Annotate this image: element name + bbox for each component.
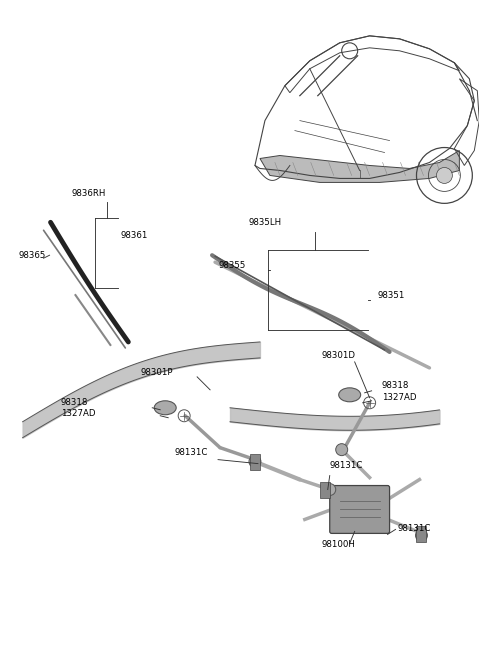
Text: 1327AD: 1327AD [382,393,416,402]
Ellipse shape [154,401,176,415]
Text: 98365: 98365 [19,251,46,260]
Polygon shape [320,482,330,497]
Ellipse shape [339,388,360,402]
Polygon shape [417,526,426,543]
Text: 98131C: 98131C [397,524,431,533]
Text: 98361: 98361 [120,231,148,240]
FancyBboxPatch shape [330,486,390,533]
Polygon shape [250,453,260,470]
Text: 98301P: 98301P [140,368,173,377]
Text: 98100H: 98100H [322,540,356,549]
Circle shape [416,530,428,541]
Text: 98351: 98351 [378,291,405,300]
Text: 98355: 98355 [218,261,245,270]
Polygon shape [260,150,459,183]
Text: 98131C: 98131C [174,447,207,457]
Circle shape [436,168,452,183]
Text: 98131C: 98131C [330,461,363,470]
Text: 9835LH: 9835LH [248,218,281,227]
Text: 98301D: 98301D [322,351,356,360]
Circle shape [324,484,336,495]
Text: 98318: 98318 [60,397,88,407]
Text: 9836RH: 9836RH [71,189,106,198]
Circle shape [249,456,261,468]
Text: 98318: 98318 [382,381,409,390]
Text: 1327AD: 1327AD [60,409,95,418]
Circle shape [336,443,348,456]
